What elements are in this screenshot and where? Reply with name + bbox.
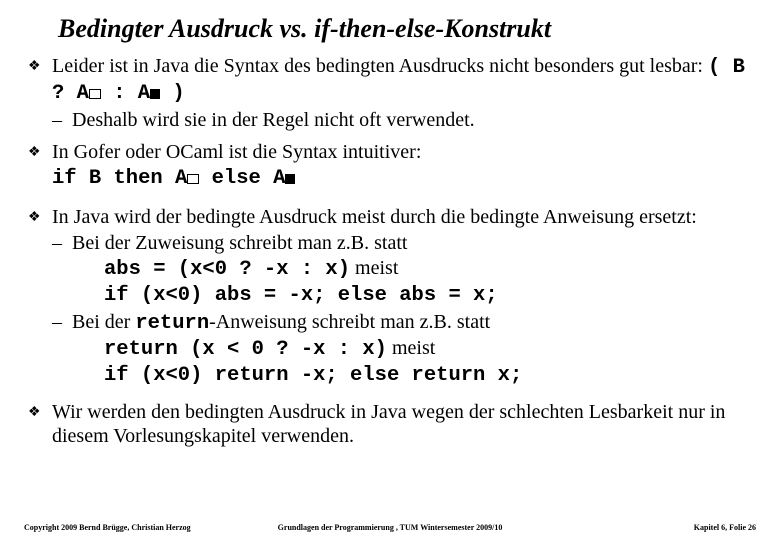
bullet-1-sub: – Deshalb wird sie in der Regel nicht of… [24,108,756,132]
bullet-1-text: Leider ist in Java die Syntax des beding… [52,55,703,77]
code-frag: return (x < 0 ? -x : x) [104,338,387,361]
bullet-3-sub-2-code: return (x < 0 ? -x : x) meist if (x<0) r… [24,336,756,388]
text-frag: meist [350,257,398,279]
bullet-2-code: if B then A else A [52,167,295,190]
code-frag: abs = (x<0 ? -x : x) [104,258,350,281]
code-frag: return [135,312,209,335]
footer-right: Kapitel 6, Folie 26 [694,523,756,532]
dash-icon: – [52,231,62,255]
bullet-marker-icon: ❖ [28,58,41,75]
bullet-3-sub-1-text: Bei der Zuweisung schreibt man z.B. stat… [72,232,407,254]
code-frag: if (x<0) return -x; else return x; [104,364,522,387]
slide-title: Bedingter Ausdruck vs. if-then-else-Kons… [58,14,756,44]
bullet-4-text: Wir werden den bedingten Ausdruck in Jav… [52,401,725,447]
bullet-marker-icon: ❖ [28,404,41,421]
footer-mid: Grundlagen der Programmierung , TUM Wint… [0,523,780,532]
code-frag: if (x<0) abs = -x; else abs = x; [104,284,498,307]
slide: Bedingter Ausdruck vs. if-then-else-Kons… [0,0,780,540]
bullet-1: ❖ Leider ist in Java die Syntax des bedi… [24,54,756,106]
dash-icon: – [52,310,62,334]
bullet-1-sub-text: Deshalb wird sie in der Regel nicht oft … [72,109,475,131]
bullet-3-sub-1-code: abs = (x<0 ? -x : x) meist if (x<0) abs … [24,256,756,308]
bullet-3-sub-2: – Bei der return-Anweisung schreibt man … [24,310,756,336]
slide-content: ❖ Leider ist in Java die Syntax des bedi… [24,54,756,448]
bullet-2-text: In Gofer oder OCaml ist die Syntax intui… [52,141,421,163]
bullet-marker-icon: ❖ [28,144,41,161]
subscript-1-icon [89,89,101,99]
bullet-4: ❖ Wir werden den bedingten Ausdruck in J… [24,400,756,449]
bullet-marker-icon: ❖ [28,209,41,226]
bullet-3-sub-1: – Bei der Zuweisung schreibt man z.B. st… [24,231,756,255]
text-frag: meist [387,337,435,359]
subscript-2-icon [150,89,160,99]
code-frag: : A [101,82,150,105]
text-frag: -Anweisung schreibt man z.B. statt [209,311,490,333]
bullet-2: ❖ In Gofer oder OCaml ist die Syntax int… [24,140,756,190]
code-frag: else A [199,167,285,190]
subscript-2-icon [285,174,295,184]
bullet-3: ❖ In Java wird der bedingte Ausdruck mei… [24,205,756,229]
dash-icon: – [52,108,62,132]
code-frag: if B then A [52,167,187,190]
bullet-3-text: In Java wird der bedingte Ausdruck meist… [52,206,697,228]
subscript-1-icon [187,174,199,184]
code-frag: ) [160,82,185,105]
text-frag: Bei der [72,311,135,333]
